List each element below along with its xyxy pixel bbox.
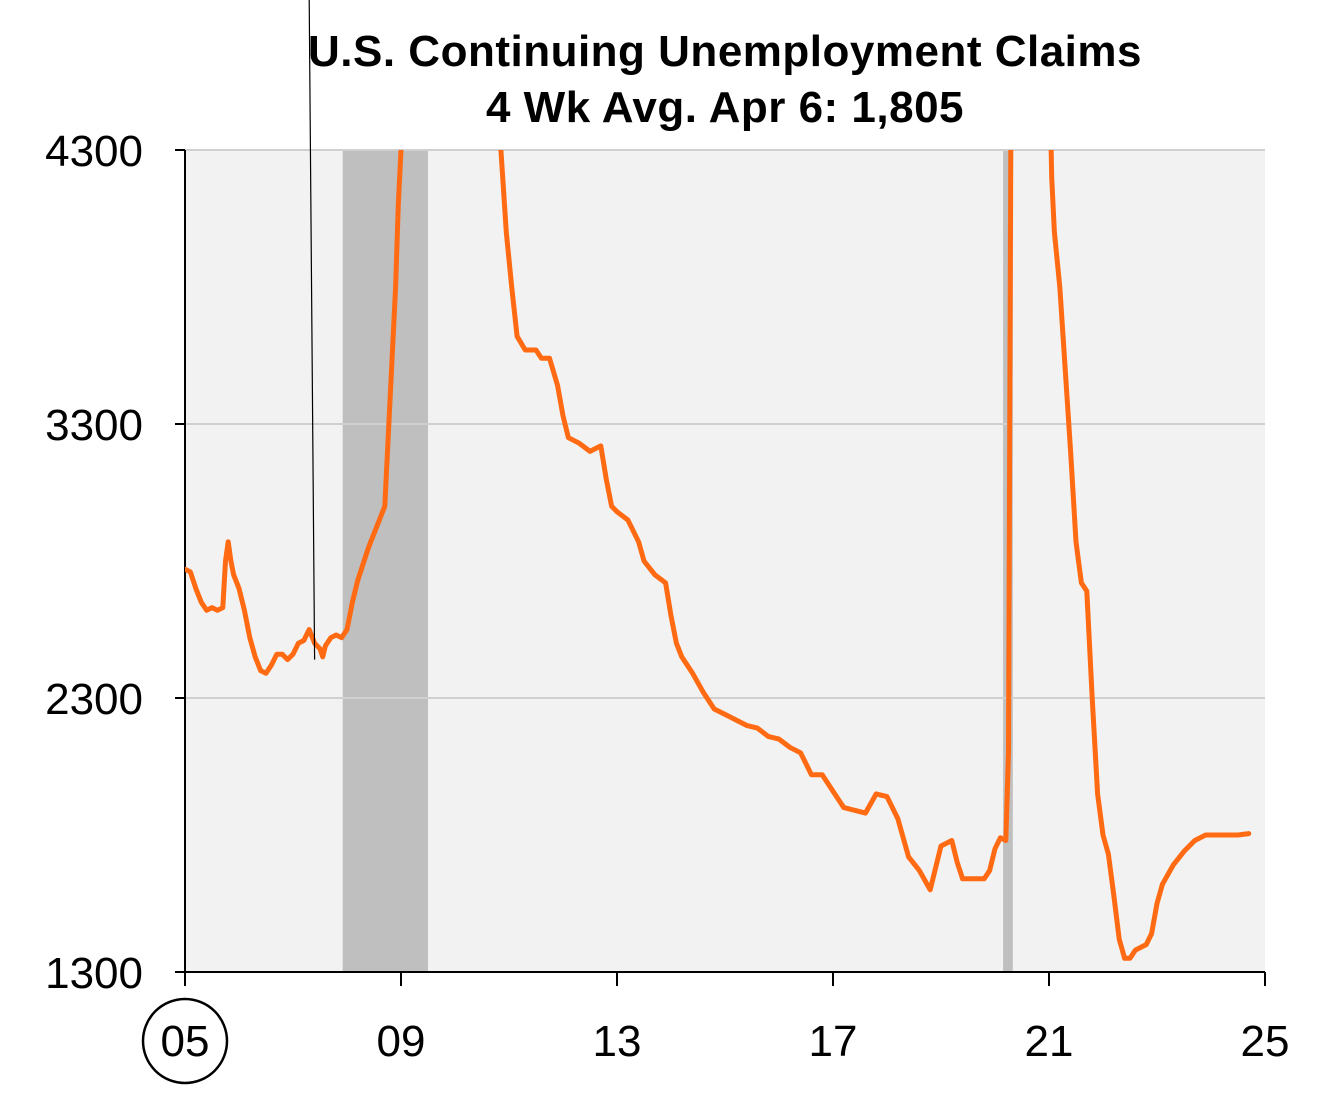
series-line-segment-1: [498, 150, 1014, 893]
x-tick-label-1: 09: [377, 1017, 426, 1066]
x-tick-label-2: 13: [593, 1017, 642, 1066]
recession-band-0: [342, 150, 428, 972]
annotation-leader-line: [308, 0, 316, 660]
y-tick-label-2: 2300: [45, 675, 143, 724]
y-tick-label-1: 3300: [45, 401, 143, 450]
series-line-segment-0: [185, 150, 404, 676]
x-tick-label-0: 05: [161, 1017, 210, 1066]
x-tick-label-3: 17: [809, 1017, 858, 1066]
chart-title-block: U.S. Continuing Unemployment Claims 4 Wk…: [185, 24, 1265, 136]
series-line-segment-2: [1048, 150, 1252, 961]
x-tick-label-5: 25: [1241, 1017, 1290, 1066]
y-tick-label-0: 4300: [45, 127, 143, 176]
chart-title: U.S. Continuing Unemployment Claims: [308, 27, 1142, 76]
chart-subtitle: 4 Wk Avg. Apr 6: 1,805: [485, 83, 965, 132]
y-tick-label-3: 1300: [45, 949, 143, 998]
x-tick-label-4: 21: [1025, 1017, 1074, 1066]
x-tick-highlight-circle: [141, 997, 229, 1085]
